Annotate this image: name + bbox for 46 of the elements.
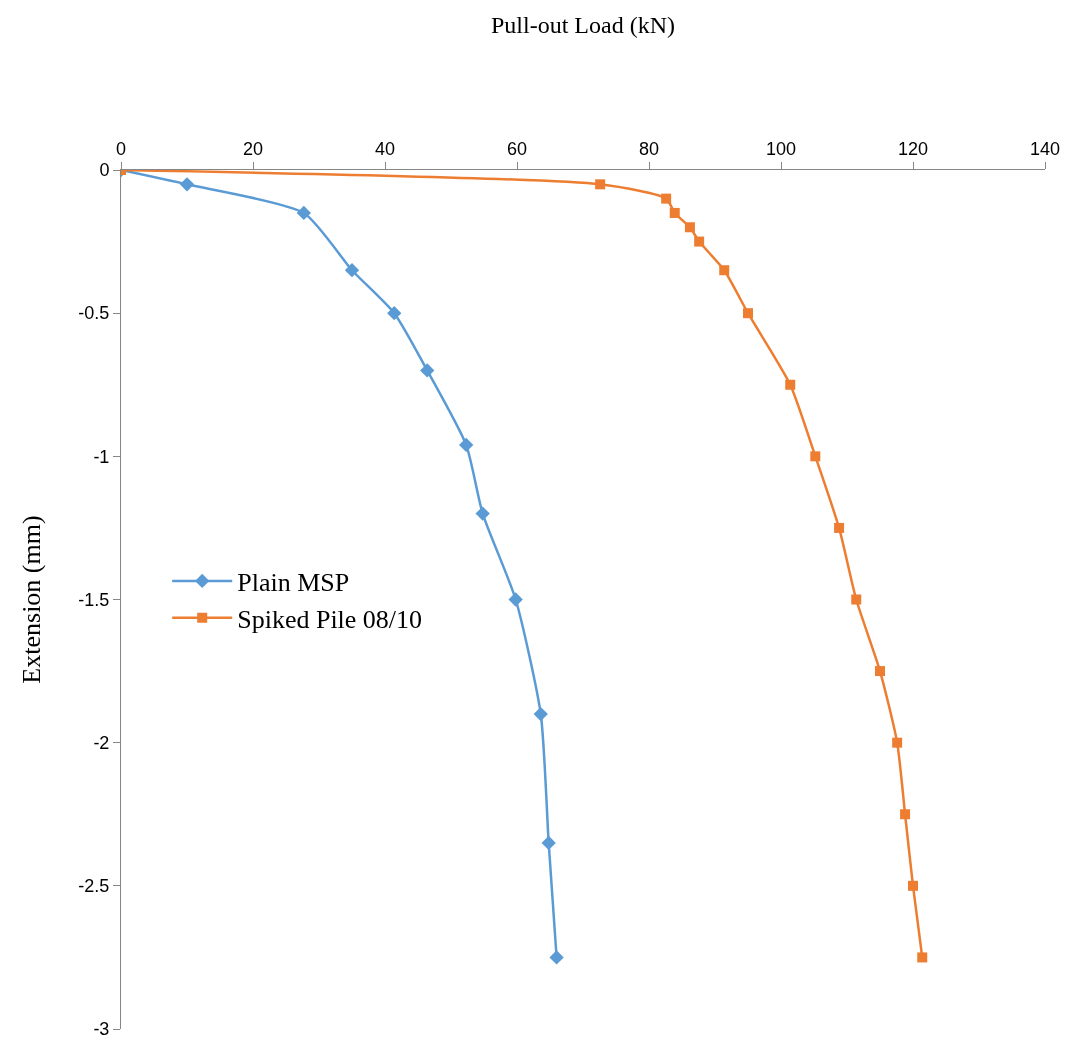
point bbox=[900, 809, 911, 820]
y-tick-label: -3 bbox=[93, 1019, 110, 1040]
x-tick-label: 0 bbox=[115, 138, 127, 159]
point bbox=[851, 594, 862, 605]
legend-label: Spiked Pile 08/10 bbox=[237, 604, 423, 634]
point bbox=[694, 236, 705, 247]
point bbox=[541, 835, 556, 851]
point bbox=[834, 522, 845, 533]
point bbox=[719, 265, 730, 276]
point bbox=[533, 706, 548, 722]
y-axis-title: Extension (mm) bbox=[16, 515, 46, 684]
x-tick-label: 60 bbox=[506, 138, 528, 159]
point bbox=[743, 308, 753, 319]
point bbox=[785, 379, 796, 390]
y-tick-label: -1.5 bbox=[78, 589, 110, 610]
x-tick-label: 120 bbox=[897, 138, 929, 159]
point bbox=[595, 179, 606, 190]
x-tick-label: 40 bbox=[374, 138, 396, 159]
point bbox=[459, 437, 474, 453]
x-tick-label: 140 bbox=[1029, 138, 1061, 159]
point bbox=[508, 592, 523, 607]
y-tick-label: -2 bbox=[93, 732, 110, 753]
point bbox=[917, 952, 928, 963]
point bbox=[296, 205, 311, 221]
x-tick-label: 80 bbox=[638, 138, 660, 159]
point bbox=[892, 737, 903, 748]
x-tick-label: 20 bbox=[242, 138, 264, 159]
point bbox=[875, 666, 885, 677]
y-tick-label: -2.5 bbox=[78, 876, 110, 897]
point bbox=[344, 263, 360, 278]
point bbox=[908, 880, 918, 891]
x-axis-title: Pull-out Load (kN) bbox=[491, 12, 675, 38]
point bbox=[684, 222, 695, 233]
y-tick-label: -1 bbox=[93, 446, 110, 467]
point bbox=[420, 363, 435, 378]
point bbox=[387, 306, 402, 321]
y-tick-label: 0 bbox=[99, 160, 110, 181]
point bbox=[669, 207, 680, 218]
point bbox=[661, 193, 672, 204]
point bbox=[475, 506, 490, 521]
y-tick-label: -0.5 bbox=[78, 303, 110, 324]
x-tick-label: 100 bbox=[765, 138, 797, 159]
point bbox=[179, 177, 195, 192]
legend-label: Plain MSP bbox=[237, 568, 350, 598]
point bbox=[810, 451, 821, 462]
point bbox=[549, 950, 564, 965]
